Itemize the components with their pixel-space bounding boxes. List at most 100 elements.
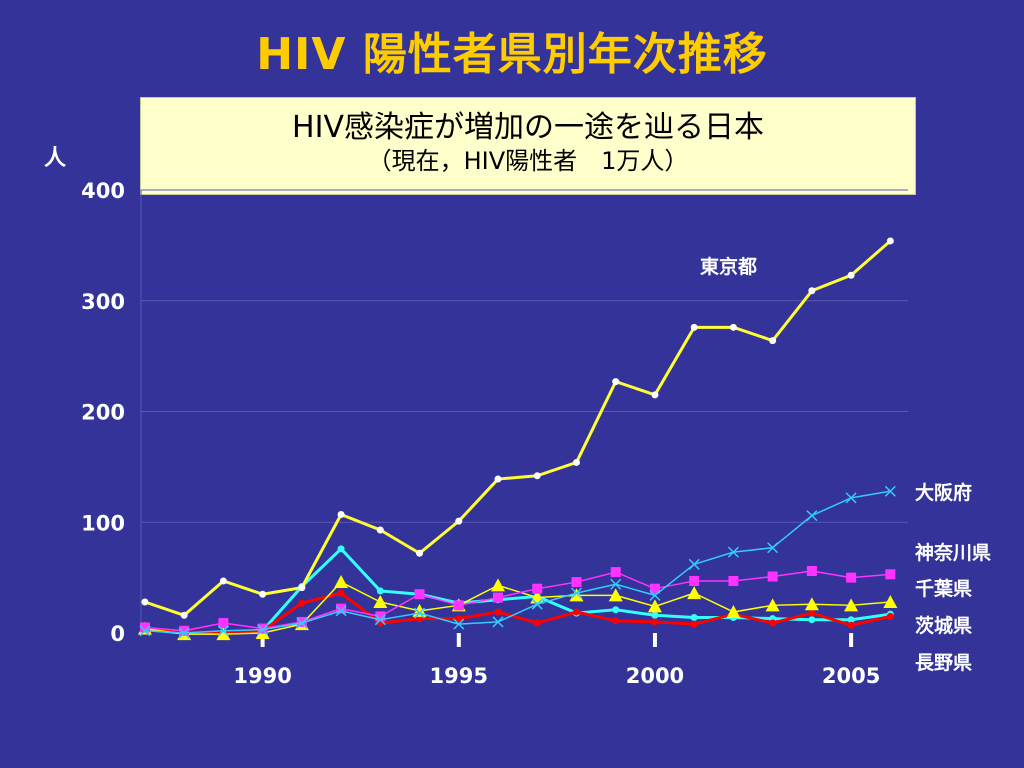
y-tick-label: 400 (81, 179, 125, 203)
x-tick-label: 1990 (233, 664, 291, 688)
data-point (767, 571, 778, 582)
data-point (808, 287, 816, 295)
data-point (533, 472, 541, 480)
data-point (806, 565, 817, 576)
data-point (846, 572, 857, 583)
x-tick-label: 2000 (626, 664, 684, 688)
data-point (453, 600, 464, 611)
data-point (847, 621, 855, 629)
series-line (144, 490, 891, 634)
banner-line1: HIV感染症が増加の一途を辿る日本 (292, 110, 764, 145)
series-label-osaka: 大阪府 (915, 482, 973, 504)
data-point (883, 594, 898, 608)
data-point (765, 598, 780, 612)
data-point (690, 323, 698, 331)
data-point (298, 599, 306, 607)
data-point (455, 517, 463, 525)
data-point (649, 589, 661, 601)
data-point (414, 589, 425, 600)
data-point (337, 589, 345, 597)
data-point (179, 625, 190, 636)
data-point (139, 622, 150, 633)
data-point (139, 625, 151, 637)
data-point (180, 611, 188, 619)
data-point (376, 587, 384, 595)
data-point (257, 623, 268, 634)
data-point (845, 492, 857, 504)
data-point (572, 458, 580, 466)
series-label-kanagawa: 神奈川県 (915, 542, 992, 564)
data-point (688, 558, 700, 570)
data-point (296, 616, 307, 627)
data-point (334, 575, 349, 589)
data-point (571, 577, 582, 588)
data-point (259, 590, 267, 598)
data-point (257, 624, 269, 636)
data-point (455, 615, 463, 623)
data-point (687, 586, 702, 600)
data-point (570, 587, 583, 599)
data-point (531, 598, 543, 610)
data-point (218, 618, 229, 629)
data-point (729, 323, 737, 331)
data-point (374, 614, 386, 626)
data-point (612, 606, 620, 614)
banner-box: HIV感染症が増加の一途を辿る日本 （現在，HIV陽性者 1万人） (140, 97, 916, 195)
data-point (808, 609, 816, 617)
data-point (373, 594, 388, 608)
data-point (726, 604, 741, 618)
data-point (217, 625, 229, 637)
data-point (336, 603, 347, 614)
data-point (769, 337, 777, 345)
x-tick-label: 1995 (430, 664, 488, 688)
data-point (572, 608, 580, 616)
data-point (647, 599, 662, 613)
data-point (178, 627, 190, 639)
data-point (141, 598, 149, 606)
data-point (886, 612, 894, 620)
series-line (144, 239, 892, 617)
data-point (690, 613, 698, 621)
y-tick-label: 100 (81, 511, 125, 535)
data-point (298, 584, 306, 592)
data-point (690, 620, 698, 628)
data-point (219, 577, 227, 585)
data-point (649, 583, 660, 594)
data-point (610, 567, 621, 578)
data-point (689, 575, 700, 586)
data-point (416, 549, 424, 557)
data-point (806, 510, 818, 522)
series-label-chiba: 千葉県 (915, 578, 973, 600)
data-point (216, 627, 231, 641)
series-label-nagano: 長野県 (915, 652, 973, 674)
data-point (612, 617, 620, 625)
data-point (727, 546, 739, 558)
data-point (651, 618, 659, 626)
y-tick-label: 200 (81, 401, 125, 425)
data-point (532, 583, 543, 594)
y-tick-label: 300 (81, 290, 125, 314)
data-point (804, 597, 819, 611)
data-point (335, 605, 347, 617)
data-point (533, 619, 541, 627)
data-point (296, 617, 308, 629)
y-axis-unit-label: 人 (44, 146, 67, 171)
series-line (144, 570, 891, 632)
data-point (494, 608, 502, 616)
data-point (375, 611, 386, 622)
data-point (493, 592, 504, 603)
data-point (491, 578, 506, 592)
series-line (144, 591, 891, 635)
data-point (337, 510, 345, 518)
data-point (884, 485, 896, 497)
data-point (608, 588, 623, 602)
data-point (728, 575, 739, 586)
banner-line2: （現在，HIV陽性者 1万人） (367, 147, 689, 175)
series-line (144, 547, 891, 635)
data-point (847, 616, 855, 624)
data-point (651, 391, 659, 399)
y-tick-label: 0 (110, 622, 125, 646)
data-point (808, 616, 816, 624)
data-point (610, 578, 622, 590)
